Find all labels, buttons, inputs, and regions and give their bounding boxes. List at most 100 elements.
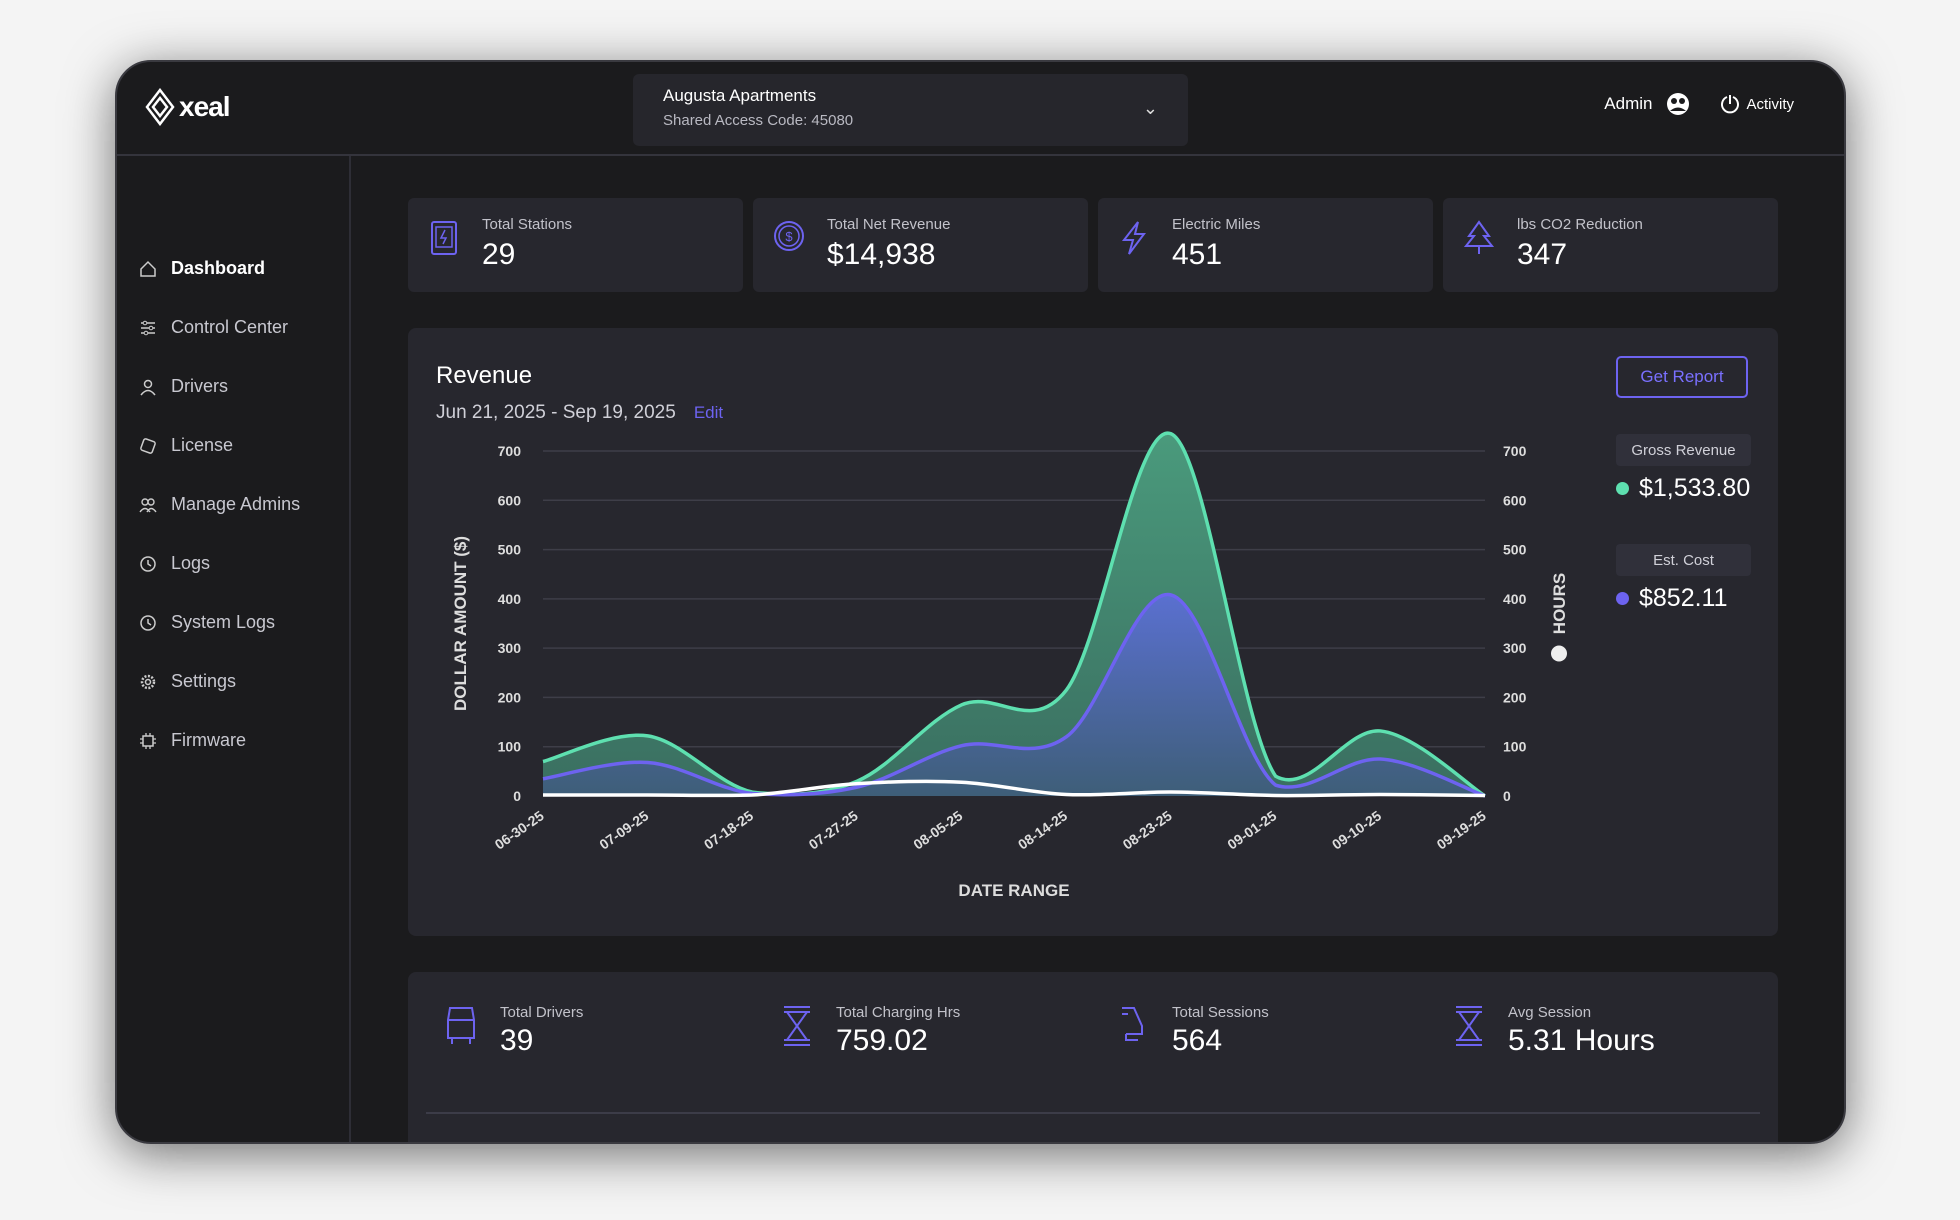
stat-value: 564 [1172, 1024, 1223, 1057]
stat-label: Avg Session [1508, 1004, 1592, 1021]
lightning-icon [1121, 221, 1146, 255]
admin-label[interactable]: Admin [1604, 94, 1653, 113]
sliders-icon [141, 320, 155, 335]
x-tick-label: 07-27-25 [806, 807, 861, 852]
logo-text: xeal [179, 91, 230, 122]
user-icon [140, 379, 156, 395]
x-tick-label: 07-18-25 [701, 807, 756, 852]
edit-date-link[interactable]: Edit [693, 403, 724, 422]
x-axis-title: DATE RANGE [958, 881, 1069, 900]
sidebar-item-drivers[interactable]: Drivers [139, 376, 228, 397]
svg-text:$: $ [785, 229, 793, 244]
stat-label: Total Sessions [1172, 1004, 1269, 1021]
chevron-down-icon: ⌄ [1142, 98, 1158, 118]
stat-label: Total Charging Hrs [836, 1004, 961, 1021]
card-value: $14,938 [827, 238, 936, 271]
users-icon [139, 497, 157, 512]
card-label: Total Net Revenue [827, 216, 951, 233]
clock-icon [140, 614, 156, 631]
sidebar-item-label: Drivers [171, 376, 228, 396]
legend-gross-value: $1,533.80 [1616, 474, 1750, 503]
chip-icon [140, 732, 156, 749]
series-line-est-cost [542, 593, 1486, 798]
revenue-title: Revenue [436, 362, 533, 389]
sidebar-item-settings[interactable]: Settings [139, 671, 236, 692]
y-tick-label: 300 [498, 640, 522, 656]
activity-label: Activity [1746, 95, 1794, 113]
sidebar-item-system-logs[interactable]: System Logs [139, 612, 275, 633]
sidebar-item-dashboard[interactable]: Dashboard [139, 258, 265, 279]
revenue-chart: 0 0 100 100 200 200 300 300 400 400 500 500 600 600 70… [451, 431, 1569, 900]
app-window: xeal Augusta Apartments Shared Access Co… [115, 60, 1846, 1144]
y-tick-label: 600 [498, 492, 522, 508]
x-tick-label: 09-01-25 [1224, 807, 1279, 852]
date-range: Jun 21, 2025 - Sep 19, 2025 [436, 402, 676, 423]
card-label: lbs CO2 Reduction [1517, 216, 1643, 233]
car-icon [447, 1007, 475, 1044]
xeal-logo-icon [145, 88, 175, 126]
y-tick-label: 100 [498, 739, 522, 755]
stat-label: Total Drivers [500, 1004, 584, 1021]
get-report-button[interactable]: Get Report [1616, 356, 1748, 398]
sidebar-item-label: Dashboard [171, 258, 266, 278]
gross-revenue-value: $1,533.80 [1639, 474, 1751, 502]
sidebar-item-logs[interactable]: Logs [139, 553, 210, 574]
y2-tick-label: 100 [1503, 739, 1527, 755]
hourglass-icon [784, 1006, 810, 1046]
clock-icon [140, 555, 156, 572]
y-tick-label: 200 [498, 689, 522, 705]
legend-gross-label: Gross Revenue [1616, 434, 1751, 466]
legend-cost-label: Est. Cost [1616, 544, 1751, 576]
legend-dot [1616, 592, 1629, 605]
x-tick-label: 09-10-25 [1329, 807, 1384, 852]
card-value: 29 [482, 238, 516, 271]
y-tick-label: 0 [513, 788, 521, 804]
sidebar-item-label: Settings [171, 671, 237, 691]
sidebar-item-license[interactable]: License [139, 435, 233, 456]
legend-cost-value: $852.11 [1616, 584, 1728, 613]
series-area-gross-revenue [543, 433, 1485, 796]
avatar-icon[interactable] [1666, 92, 1690, 116]
sidebar-item-label: System Logs [171, 612, 276, 632]
revenue-panel: Revenue Jun 21, 2025 - Sep 19, 2025 Edit … [408, 328, 1778, 936]
stat-card: Total Stations 29 [408, 198, 743, 292]
stat-card: $ Total Net Revenue $14,938 [753, 198, 1088, 292]
stat-value: 39 [500, 1024, 534, 1057]
x-tick-label: 08-05-25 [910, 807, 965, 852]
card-label: Electric Miles [1172, 216, 1261, 233]
site-selector[interactable]: Augusta Apartments Shared Access Code: 4… [633, 74, 1188, 146]
legend-dot [1616, 482, 1629, 495]
sidebar-item-manage-admins[interactable]: Manage Admins [139, 494, 300, 515]
y-tick-label: 400 [498, 591, 522, 607]
card-value: 347 [1517, 238, 1568, 271]
stats-panel: Total Drivers 39 Total Charging Hrs 759.02 T… [408, 972, 1778, 1142]
sidebar-item-control-center[interactable]: Control Center [139, 317, 288, 338]
y2-tick-label: 0 [1503, 788, 1511, 804]
logo[interactable]: xeal [145, 88, 230, 126]
power-clock-icon [1721, 95, 1740, 114]
tree-icon [1463, 220, 1495, 254]
x-tick-label: 06-30-25 [492, 807, 547, 852]
divider [426, 1112, 1760, 1114]
access-code: Shared Access Code: 45080 [663, 112, 854, 129]
dollar-coin-icon: $ [774, 221, 804, 251]
charging-station-icon [431, 221, 457, 255]
activity-button[interactable]: Activity [1720, 94, 1794, 114]
y2-tick-label: 400 [1503, 591, 1527, 607]
sidebar-item-label: License [171, 435, 234, 455]
x-tick-label: 08-14-25 [1015, 807, 1070, 852]
top-bar: xeal Augusta Apartments Shared Access Co… [117, 62, 1844, 156]
license-icon [140, 437, 156, 454]
y2-tick-label: 600 [1503, 492, 1527, 508]
hours-legend-dot [1551, 645, 1567, 662]
gear-icon [140, 674, 156, 689]
sidebar-item-label: Logs [171, 553, 211, 573]
series-line-gross-revenue [542, 431, 1486, 798]
sidebar-item-label: Firmware [171, 730, 246, 750]
est-cost-value: $852.11 [1639, 584, 1728, 612]
sidebar-item-firmware[interactable]: Firmware [139, 730, 246, 751]
hourglass-icon [1456, 1006, 1482, 1046]
x-tick-label: 09-19-25 [1434, 807, 1489, 852]
y2-tick-label: 500 [1503, 542, 1527, 558]
stat-value: 5.31 Hours [1508, 1024, 1655, 1057]
